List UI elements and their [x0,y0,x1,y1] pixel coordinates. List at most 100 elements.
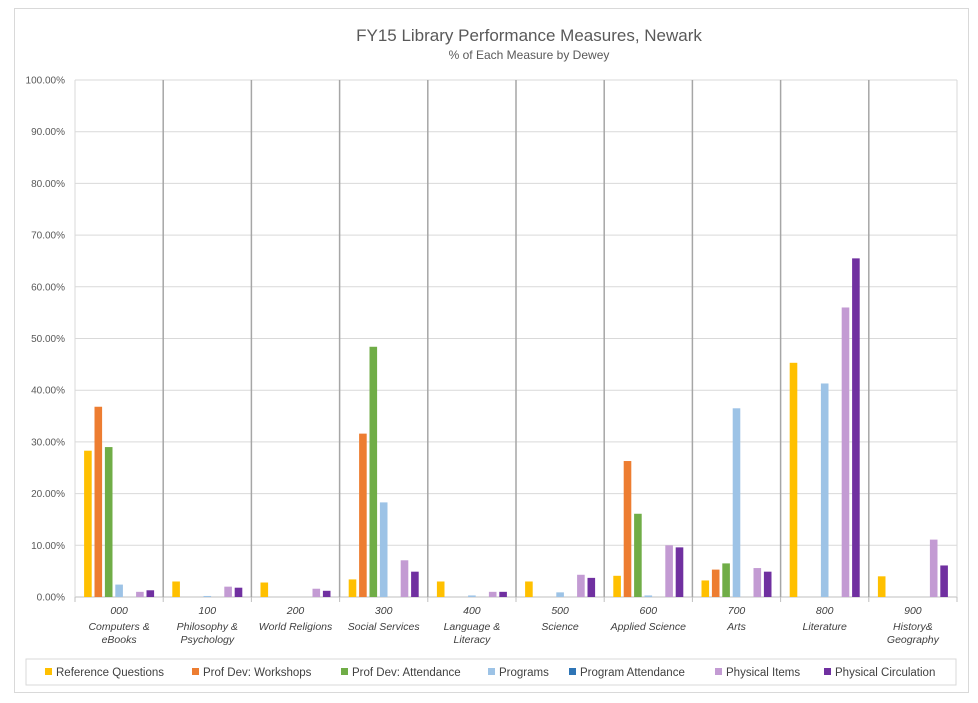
bar-programs [732,408,741,597]
y-tick-label: 80.00% [31,179,65,190]
bar-programs [644,595,653,597]
x-category-code: 000 [110,605,128,617]
x-category-name: eBooks [102,634,138,646]
x-category-name: Arts [726,621,746,633]
bars [84,258,948,597]
bar-physical-items [224,586,232,597]
legend-swatch [488,668,495,675]
bar-programs [468,595,476,597]
y-tick-label: 50.00% [31,334,65,345]
x-category-code: 600 [640,605,658,617]
bar-physical-items [841,307,850,597]
x-category-name: History& [893,621,933,633]
bar-prof-dev-attendance [369,346,378,597]
legend-swatch [192,668,199,675]
bar-reference-questions [260,582,269,597]
x-category-name: World Religions [259,621,333,633]
gridlines [74,79,958,602]
bar-physical-circulation [322,590,331,597]
x-category-name: Psychology [180,634,234,646]
bar-reference-questions [789,362,798,597]
bar-physical-items [665,545,673,597]
legend-swatch [715,668,722,675]
y-axis: 0.00% 10.00% 20.00% 30.00% 40.00% 50.00% 60.00… [26,76,66,604]
legend-swatch [45,668,52,675]
bar-physical-circulation [763,571,772,597]
legend-label: Physical Items [726,667,800,679]
bar-reference-questions [525,581,533,597]
bar-programs [115,584,123,597]
bar-physical-circulation [587,577,596,597]
bar-reference-questions [436,581,445,597]
x-category-code: 200 [286,605,305,617]
bar-physical-circulation [940,565,948,597]
x-category-code: 100 [199,605,217,617]
y-tick-label: 40.00% [31,386,65,397]
x-category-code: 500 [551,605,569,617]
legend: Reference Questions Prof Dev: Workshops Pr… [25,658,957,686]
bar-programs [556,592,564,597]
bar-programs [820,383,829,597]
legend-label: Program Attendance [580,667,685,679]
bar-physical-items [488,591,497,597]
bar-prof-dev-attendance [722,563,730,597]
legend-label: Physical Circulation [835,667,935,679]
legend-label: Prof Dev: Workshops [203,667,312,679]
bar-physical-circulation [852,258,860,597]
y-tick-label: 10.00% [31,541,65,552]
x-category-code: 800 [816,605,834,617]
chart-title: FY15 Library Performance Measures, Newar… [356,26,702,45]
bar-prof-dev-workshops [359,433,367,597]
x-category-name: Literature [803,621,848,633]
x-category-code: 300 [375,605,393,617]
bar-reference-questions [613,575,621,597]
x-category-name: Science [541,621,579,633]
x-category-code: 900 [904,605,922,617]
bar-physical-circulation [234,587,243,597]
bar-physical-items [929,539,938,597]
bar-prof-dev-workshops [623,461,632,597]
bar-physical-circulation [675,547,684,597]
y-tick-label: 70.00% [31,231,65,242]
legend-swatch [341,668,348,675]
x-category-code: 700 [728,605,746,617]
bar-reference-questions [348,579,357,597]
x-axis: 000 Computers &eBooks 100 Philosophy &Psych… [88,605,939,646]
bar-programs [203,595,212,597]
x-category-name: Geography [887,634,940,646]
bar-physical-circulation [499,591,507,597]
legend-label: Programs [499,667,549,679]
legend-swatch [824,668,831,675]
bar-prof-dev-workshops [94,406,103,597]
x-category-name: Language & [444,621,501,633]
y-tick-label: 20.00% [31,489,65,500]
y-tick-label: 100.00% [26,76,66,87]
bar-programs [379,502,388,597]
bar-physical-items [577,574,585,597]
bar-reference-questions [172,581,180,597]
x-category-name: Philosophy & [177,621,238,633]
legend-label: Prof Dev: Attendance [352,667,461,679]
bar-physical-circulation [146,590,155,597]
bar-physical-items [400,560,409,597]
y-tick-label: 30.00% [31,437,65,448]
bar-prof-dev-workshops [711,569,720,597]
bar-reference-questions [701,580,710,597]
x-category-name: Literacy [454,634,492,646]
bar-prof-dev-attendance [104,447,113,597]
bar-physical-circulation [411,571,419,597]
bar-reference-questions [84,450,92,597]
legend-swatch [569,668,576,675]
bar-physical-items [753,568,762,597]
x-category-code: 400 [463,605,481,617]
bar-reference-questions [877,576,886,597]
bar-physical-items [312,588,321,597]
bar-physical-items [136,591,144,597]
y-tick-label: 90.00% [31,127,65,138]
x-category-name: Computers & [88,621,149,633]
chart-subtitle: % of Each Measure by Dewey [449,48,610,62]
y-tick-label: 0.00% [37,593,65,604]
x-category-name: Social Services [348,621,421,633]
bar-prof-dev-attendance [634,513,642,597]
